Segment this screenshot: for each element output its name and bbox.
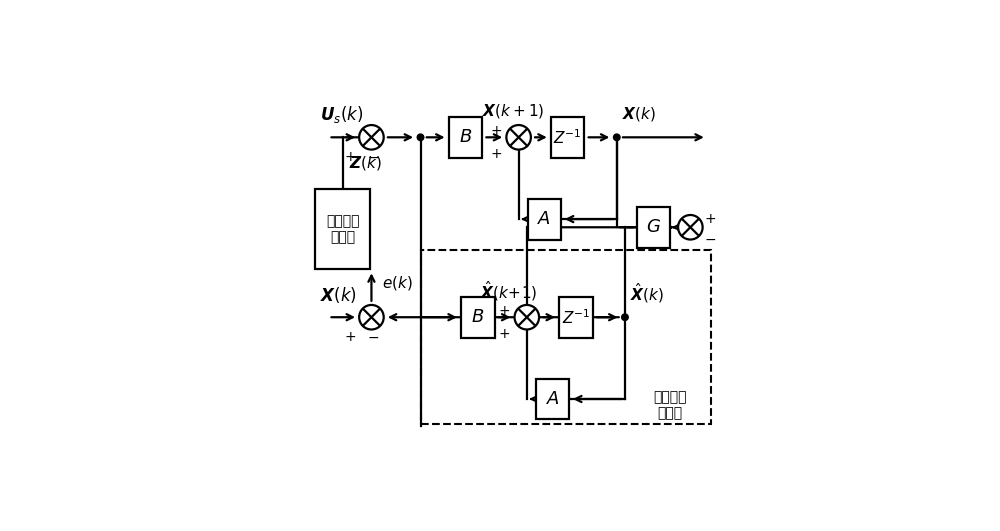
Bar <box>559 297 593 338</box>
Text: $Z^{-1}$: $Z^{-1}$ <box>562 308 590 327</box>
Text: $B$: $B$ <box>459 129 472 147</box>
Bar <box>536 379 569 419</box>
Bar <box>421 250 711 424</box>
Text: $\boldsymbol{X}(k)$: $\boldsymbol{X}(k)$ <box>320 285 357 305</box>
Circle shape <box>515 305 539 329</box>
Text: $\boldsymbol{U}_s(k)$: $\boldsymbol{U}_s(k)$ <box>320 104 364 125</box>
Text: +: + <box>490 147 502 161</box>
Text: $Z^{-1}$: $Z^{-1}$ <box>553 128 582 147</box>
Text: +: + <box>499 327 510 340</box>
Text: $\hat{\boldsymbol{X}}(k\!+\!1)$: $\hat{\boldsymbol{X}}(k\!+\!1)$ <box>480 279 537 303</box>
Circle shape <box>678 215 703 239</box>
Text: $e(k)$: $e(k)$ <box>382 274 412 292</box>
Text: $A$: $A$ <box>537 210 551 228</box>
Text: +: + <box>499 304 510 318</box>
Text: $\boldsymbol{X}(k+1)$: $\boldsymbol{X}(k+1)$ <box>482 102 544 119</box>
Bar <box>315 190 370 269</box>
Text: $\boldsymbol{X}(k)$: $\boldsymbol{X}(k)$ <box>622 105 656 123</box>
Circle shape <box>417 134 424 141</box>
Text: $\hat{\boldsymbol{X}}(k)$: $\hat{\boldsymbol{X}}(k)$ <box>630 281 664 305</box>
Text: $\boldsymbol{Z}(k)$: $\boldsymbol{Z}(k)$ <box>349 155 382 173</box>
Bar <box>551 117 584 158</box>
Text: $B$: $B$ <box>471 308 484 326</box>
Text: +: + <box>490 124 502 138</box>
Text: 离散滑模
观测器: 离散滑模 观测器 <box>326 214 360 244</box>
Bar <box>449 117 482 158</box>
Bar <box>461 297 495 338</box>
Circle shape <box>506 125 531 150</box>
Text: $-$: $-$ <box>704 232 716 246</box>
Bar <box>528 199 561 239</box>
Text: $-$: $-$ <box>367 150 380 164</box>
Text: +: + <box>344 330 356 344</box>
Text: +: + <box>704 212 716 226</box>
Text: +: + <box>344 150 356 164</box>
Circle shape <box>359 125 384 150</box>
Circle shape <box>613 134 620 141</box>
Text: $A$: $A$ <box>546 390 560 408</box>
Text: $-$: $-$ <box>367 330 380 344</box>
Text: $G$: $G$ <box>646 218 661 236</box>
Circle shape <box>622 314 628 321</box>
Text: 离散状态
观测器: 离散状态 观测器 <box>653 390 687 420</box>
Circle shape <box>359 305 384 329</box>
Bar <box>637 207 670 247</box>
